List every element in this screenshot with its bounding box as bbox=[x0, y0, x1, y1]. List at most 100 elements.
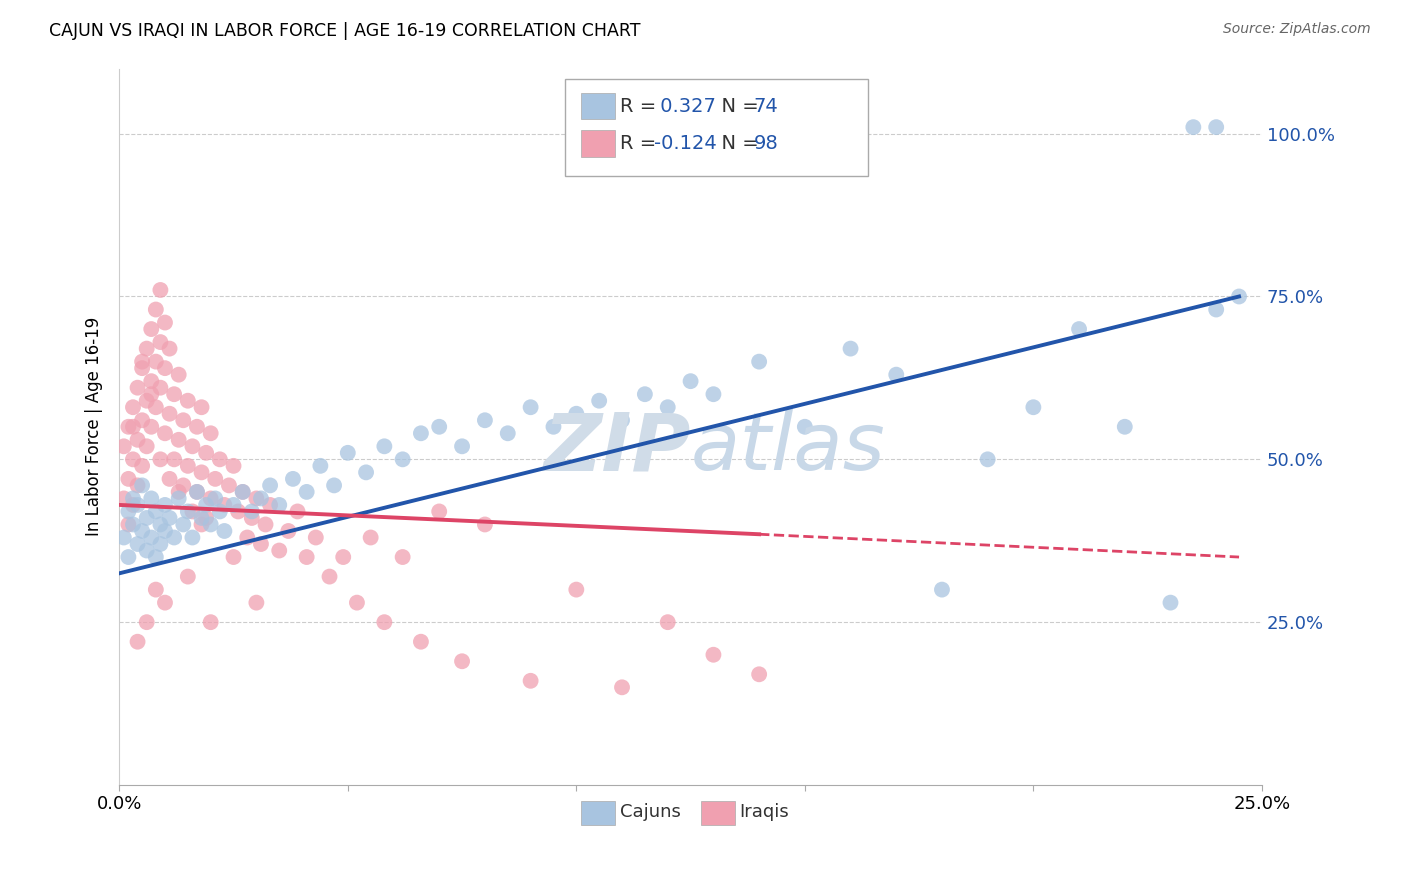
Point bbox=[167, 368, 190, 382]
Point bbox=[391, 452, 413, 467]
Point bbox=[610, 681, 633, 695]
Point bbox=[153, 361, 176, 376]
Point bbox=[451, 654, 474, 668]
Point bbox=[409, 634, 432, 648]
Point bbox=[153, 498, 176, 512]
Point bbox=[245, 491, 267, 506]
Point bbox=[149, 335, 172, 350]
Point bbox=[427, 504, 450, 518]
Point bbox=[748, 667, 770, 681]
Point bbox=[167, 484, 190, 499]
Point bbox=[159, 511, 181, 525]
Point bbox=[177, 458, 200, 473]
Point bbox=[360, 531, 382, 545]
Point bbox=[145, 354, 167, 368]
Point bbox=[149, 283, 172, 297]
Point bbox=[141, 491, 163, 506]
Point bbox=[190, 517, 212, 532]
Text: R =: R = bbox=[620, 96, 662, 116]
Text: CAJUN VS IRAQI IN LABOR FORCE | AGE 16-19 CORRELATION CHART: CAJUN VS IRAQI IN LABOR FORCE | AGE 16-1… bbox=[49, 22, 641, 40]
Point bbox=[112, 439, 135, 453]
Point bbox=[565, 407, 588, 421]
Point bbox=[1114, 419, 1136, 434]
Point bbox=[112, 491, 135, 506]
Point bbox=[236, 531, 259, 545]
Point bbox=[181, 439, 204, 453]
Point bbox=[427, 419, 450, 434]
Point bbox=[131, 478, 153, 492]
Point bbox=[145, 302, 167, 317]
Point bbox=[153, 596, 176, 610]
Point bbox=[127, 478, 149, 492]
Point bbox=[135, 511, 157, 525]
Point bbox=[474, 517, 496, 532]
Point bbox=[181, 531, 204, 545]
Point bbox=[208, 452, 231, 467]
Point bbox=[141, 387, 163, 401]
Point bbox=[117, 472, 139, 486]
Point bbox=[323, 478, 346, 492]
Point bbox=[295, 484, 318, 499]
Point bbox=[122, 517, 145, 532]
Point bbox=[519, 401, 541, 415]
Point bbox=[240, 504, 263, 518]
Point bbox=[190, 401, 212, 415]
Point bbox=[149, 452, 172, 467]
Point bbox=[186, 419, 208, 434]
Point bbox=[259, 478, 281, 492]
Point bbox=[167, 433, 190, 447]
Point bbox=[295, 549, 318, 564]
Point bbox=[159, 472, 181, 486]
Point bbox=[122, 491, 145, 506]
Point bbox=[208, 504, 231, 518]
Text: Cajuns: Cajuns bbox=[620, 803, 681, 822]
Point bbox=[793, 419, 815, 434]
Point bbox=[190, 466, 212, 480]
Point bbox=[200, 517, 222, 532]
Point bbox=[214, 524, 236, 538]
Point bbox=[204, 472, 226, 486]
Point bbox=[451, 439, 474, 453]
Point bbox=[702, 387, 724, 401]
Point bbox=[281, 472, 304, 486]
Point bbox=[884, 368, 907, 382]
Point bbox=[112, 531, 135, 545]
Point bbox=[976, 452, 998, 467]
Point bbox=[141, 419, 163, 434]
Point bbox=[145, 504, 167, 518]
Point bbox=[177, 504, 200, 518]
Point bbox=[1159, 596, 1181, 610]
Point bbox=[318, 569, 340, 583]
Point bbox=[145, 401, 167, 415]
Point bbox=[172, 478, 194, 492]
Point bbox=[122, 401, 145, 415]
Point bbox=[839, 342, 862, 356]
Point bbox=[519, 673, 541, 688]
Point bbox=[131, 361, 153, 376]
Point bbox=[232, 484, 254, 499]
Point bbox=[543, 419, 565, 434]
Point bbox=[259, 498, 281, 512]
Point bbox=[679, 374, 702, 388]
FancyBboxPatch shape bbox=[581, 130, 616, 157]
FancyBboxPatch shape bbox=[581, 93, 616, 120]
Point bbox=[127, 498, 149, 512]
Point bbox=[163, 387, 186, 401]
Point bbox=[1227, 289, 1250, 303]
Point bbox=[195, 498, 218, 512]
Point bbox=[131, 458, 153, 473]
Point bbox=[122, 452, 145, 467]
Point bbox=[610, 413, 633, 427]
Point bbox=[373, 439, 395, 453]
Point bbox=[163, 452, 186, 467]
Point bbox=[145, 582, 167, 597]
Point bbox=[588, 393, 610, 408]
Point bbox=[167, 491, 190, 506]
Text: ZIP: ZIP bbox=[543, 409, 690, 487]
Point bbox=[269, 543, 291, 558]
Point bbox=[245, 596, 267, 610]
Point bbox=[204, 491, 226, 506]
Point bbox=[145, 549, 167, 564]
Point bbox=[131, 354, 153, 368]
Text: Source: ZipAtlas.com: Source: ZipAtlas.com bbox=[1223, 22, 1371, 37]
